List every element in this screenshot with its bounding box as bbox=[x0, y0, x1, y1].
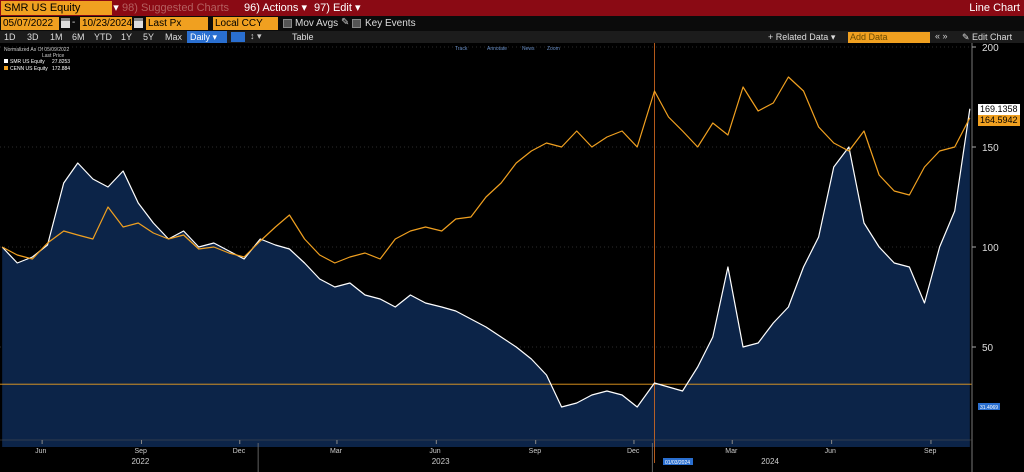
ticker-dropdown-icon[interactable]: ▾ bbox=[113, 2, 119, 14]
crosshair-icon[interactable]: ↕ ▾ bbox=[250, 31, 262, 41]
baseline-value-badge bbox=[978, 403, 1000, 410]
end-date-input[interactable]: 10/23/2024 bbox=[80, 17, 133, 30]
last-price-tag-cenn: 164.5942 bbox=[978, 115, 1020, 126]
x-tick-label: Dec bbox=[627, 448, 640, 455]
news-tool[interactable]: News bbox=[522, 46, 535, 52]
pencil-icon[interactable]: ✎ bbox=[341, 17, 350, 28]
period-1m[interactable]: 1M bbox=[50, 32, 63, 42]
period-bar: 1D 3D 1M 6M YTD 1Y 5Y Max Daily ▾ ↕ ▾ Ta… bbox=[0, 31, 1024, 43]
y-tick-label: 100 bbox=[982, 243, 999, 254]
nav-arrows-icon[interactable]: « » bbox=[935, 31, 948, 41]
x-axis: Jun Sep Dec Mar Jun Sep Dec Mar Jun Sep 2022 2023 20… bbox=[0, 439, 972, 472]
field-select[interactable]: Last Px bbox=[146, 17, 208, 30]
legend-name-cenn: CENN US Equity bbox=[10, 66, 48, 72]
series-line-smr bbox=[1, 108, 971, 408]
edit-menu[interactable]: 97) Edit ▾ bbox=[314, 1, 361, 15]
calendar-icon[interactable] bbox=[134, 18, 143, 28]
calendar-icon[interactable] bbox=[61, 18, 70, 28]
window-title: Line Chart bbox=[969, 2, 1020, 14]
x-tick-label: Jun bbox=[35, 448, 46, 455]
mini-toolbar: Track Annotate News Zoom bbox=[455, 46, 560, 52]
mov-avgs-label: Mov Avgs bbox=[295, 18, 339, 29]
add-data-input[interactable]: Add Data bbox=[848, 32, 930, 43]
x-tick-label: Sep bbox=[924, 448, 937, 455]
x-year-label: 2023 bbox=[432, 457, 450, 466]
legend-header-normalized: Normalized As Of 05/09/2022 bbox=[4, 47, 70, 53]
key-events-checkbox[interactable] bbox=[352, 19, 361, 28]
mov-avgs-checkbox[interactable] bbox=[283, 19, 292, 28]
key-events-label: Key Events bbox=[365, 18, 416, 29]
frequency-label: Daily bbox=[190, 32, 211, 42]
period-1y[interactable]: 1Y bbox=[121, 32, 133, 42]
x-tick-label: Mar bbox=[330, 448, 343, 455]
chevron-down-icon: ▾ bbox=[301, 2, 308, 14]
edit-chart-button[interactable]: ✎ Edit Chart bbox=[962, 32, 1013, 42]
x-year-label: 2024 bbox=[761, 457, 779, 466]
y-tick-label: 150 bbox=[982, 143, 999, 154]
currency-select[interactable]: Local CCY bbox=[213, 17, 278, 30]
cursor-date-badge bbox=[663, 458, 693, 465]
baseline-value-label: 31.4069 bbox=[980, 405, 998, 411]
line-chart-type-icon[interactable] bbox=[231, 32, 245, 42]
legend-name-smr: SMR US Equity bbox=[10, 59, 45, 65]
x-tick-label: Sep bbox=[529, 448, 542, 455]
table-button[interactable]: Table bbox=[292, 32, 314, 42]
series-area-smr bbox=[2, 108, 970, 448]
date-field-bar: 05/07/2022 - 10/23/2024 Last Px Local CC… bbox=[0, 16, 1024, 31]
y-tick-label: 50 bbox=[982, 343, 994, 354]
legend-value-smr: 27.8253 bbox=[52, 59, 70, 65]
date-separator: - bbox=[72, 17, 76, 28]
actions-label: 96) Actions bbox=[244, 2, 299, 14]
start-date-input[interactable]: 05/07/2022 bbox=[1, 17, 59, 30]
chevron-down-icon: ▾ bbox=[354, 2, 361, 14]
legend-swatch-smr bbox=[4, 59, 8, 63]
frequency-dropdown[interactable]: Daily ▾ bbox=[187, 31, 227, 43]
edit-label: 97) Edit bbox=[314, 2, 352, 14]
chevron-down-icon: ▾ bbox=[830, 32, 836, 42]
x-tick-label: Dec bbox=[233, 448, 246, 455]
line-chart[interactable]: 50 100 150 200 Jun Sep Dec Mar Jun Sep Dec Mar Jun S… bbox=[0, 43, 1024, 472]
x-year-label: 2022 bbox=[131, 457, 149, 466]
legend-header-last-price: Last Price bbox=[42, 53, 64, 59]
last-price-tag-smr: 169.1358 bbox=[978, 104, 1020, 115]
series-lines bbox=[1, 76, 971, 408]
suggested-charts-menu[interactable]: 98) Suggested Charts bbox=[122, 2, 230, 14]
legend: Normalized As Of 05/09/2022 Last Price S… bbox=[4, 47, 70, 72]
period-3d[interactable]: 3D bbox=[27, 32, 39, 42]
chevron-down-icon: ▾ bbox=[212, 32, 218, 42]
legend-value-cenn: 172.884 bbox=[52, 66, 70, 72]
annotate-tool[interactable]: Annotate bbox=[487, 46, 507, 52]
x-tick-label: Mar bbox=[725, 448, 738, 455]
x-tick-label: Sep bbox=[134, 448, 147, 455]
y-tick-label: 200 bbox=[982, 43, 999, 54]
x-tick-label: Jun bbox=[825, 448, 836, 455]
period-6m[interactable]: 6M bbox=[72, 32, 85, 42]
x-tick-label: Jun bbox=[429, 448, 440, 455]
edit-chart-label: Edit Chart bbox=[972, 32, 1013, 42]
actions-menu[interactable]: 96) Actions ▾ bbox=[244, 1, 307, 15]
related-data-label: + Related Data bbox=[768, 32, 829, 42]
period-max[interactable]: Max bbox=[165, 32, 183, 42]
ticker-field[interactable]: SMR US Equity bbox=[1, 1, 112, 15]
title-bar: SMR US Equity ▾ 98) Suggested Charts 96)… bbox=[0, 0, 1024, 16]
related-data-button[interactable]: + Related Data ▾ bbox=[768, 31, 835, 43]
zoom-tool[interactable]: Zoom bbox=[547, 46, 560, 52]
period-ytd[interactable]: YTD bbox=[94, 32, 112, 42]
track-tool[interactable]: Track bbox=[455, 46, 468, 52]
legend-swatch-cenn bbox=[4, 66, 8, 70]
series-line-cenn bbox=[1, 76, 971, 264]
period-1d[interactable]: 1D bbox=[4, 32, 16, 42]
cursor-date-label: 01/03/2024 bbox=[665, 460, 690, 466]
y-axis: 50 100 150 200 bbox=[971, 43, 999, 472]
period-5y[interactable]: 5Y bbox=[143, 32, 155, 42]
